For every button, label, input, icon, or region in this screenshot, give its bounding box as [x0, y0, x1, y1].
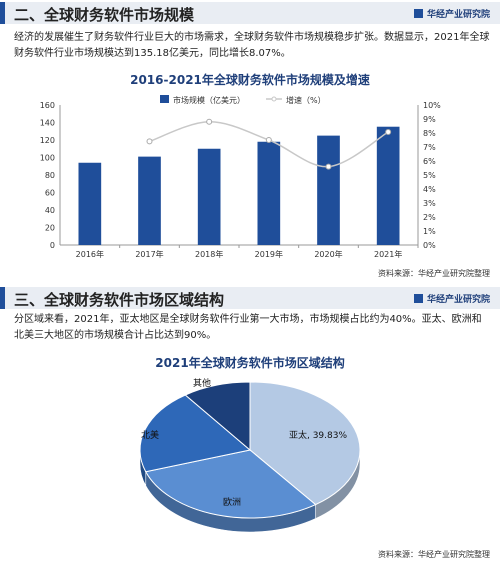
- bar: [138, 156, 161, 245]
- y2-tick-label: 4%: [423, 185, 436, 194]
- y2-tick-label: 0%: [423, 241, 436, 250]
- x-tick-label: 2018年: [195, 249, 223, 259]
- pie-slice-label: 北美: [141, 429, 159, 441]
- y2-tick-label: 8%: [423, 129, 436, 138]
- growth-point: [146, 138, 153, 145]
- header-accent-bar: [0, 287, 5, 309]
- pie-chart-title: 2021年全球财务软件市场区域结构: [155, 355, 344, 370]
- pie-slice: [184, 381, 251, 452]
- y2-tick-label: 9%: [423, 115, 436, 124]
- y2-tick-label: 2%: [423, 213, 436, 222]
- bar: [78, 162, 102, 245]
- section-3-paragraph: 分区域来看，2021年，亚太地区是全球财务软件行业第一大市场，市场规模占比约为4…: [14, 314, 482, 341]
- bar-chart-title: 2016-2021年全球财务软件市场规模及增速: [130, 72, 370, 87]
- brand-logo-icon: [413, 9, 423, 18]
- y2-tick-label: 6%: [423, 157, 436, 166]
- section-3-source: 资料来源：华经产业研究院整理: [378, 550, 490, 559]
- y2-tick-label: 7%: [423, 143, 436, 152]
- y-tick-label: 80: [45, 171, 55, 180]
- legend-line-marker: [271, 96, 277, 102]
- x-tick-label: 2019年: [255, 249, 283, 259]
- y-tick-label: 0: [50, 241, 55, 250]
- y2-tick-label: 10%: [423, 101, 441, 110]
- y-tick-label: 100: [40, 154, 55, 163]
- y-tick-label: 140: [40, 119, 55, 128]
- section-3-title: 三、全球财务软件市场区域结构: [14, 291, 225, 309]
- legend-bar-swatch: [160, 95, 169, 103]
- section-2-title: 二、全球财务软件市场规模: [14, 6, 195, 24]
- header-accent-bar: [0, 2, 5, 24]
- growth-point: [385, 129, 392, 136]
- bar-chart-marks: [78, 118, 400, 245]
- y-tick-label: 60: [45, 189, 55, 198]
- y-tick-label: 40: [45, 206, 55, 215]
- section-3-brand: 华经产业研究院: [413, 292, 490, 305]
- bar: [197, 148, 221, 245]
- pie-slice-label: 欧洲: [223, 496, 241, 508]
- pie-slice-label: 其他: [193, 377, 211, 389]
- growth-point: [325, 163, 332, 170]
- region-structure-chart: 2021年全球财务软件市场区域结构 亚太, 39.83% 欧洲 北美 其他: [139, 355, 361, 533]
- y2-tick-label: 1%: [423, 227, 436, 236]
- x-tick-label: 2020年: [314, 249, 342, 259]
- bar: [376, 126, 400, 245]
- y-tick-label: 160: [40, 101, 55, 110]
- section-2-source: 资料来源：华经产业研究院整理: [378, 269, 490, 278]
- market-size-chart: 2016-2021年全球财务软件市场规模及增速 市场规模（亿美元） 增速（%） 0…: [40, 72, 441, 259]
- y2-tick-label: 5%: [423, 171, 436, 180]
- brand-name: 华经产业研究院: [426, 10, 490, 20]
- pie-slice: [249, 381, 361, 506]
- section-2-brand: 华经产业研究院: [413, 7, 490, 20]
- x-tick-label: 2017年: [135, 249, 163, 259]
- y-tick-label: 20: [45, 224, 55, 233]
- pie-slice: [139, 394, 252, 473]
- bar: [257, 141, 281, 245]
- brand-name: 华经产业研究院: [426, 295, 490, 305]
- pie-slice-label: 亚太, 39.83%: [289, 429, 347, 441]
- x-tick-label: 2016年: [76, 249, 104, 259]
- pie-chart-marks: 亚太, 39.83% 欧洲 北美 其他: [139, 377, 361, 533]
- growth-point: [265, 137, 272, 143]
- section-2-header: 二、全球财务软件市场规模 华经产业研究院: [0, 2, 500, 24]
- brand-logo-icon: [413, 294, 423, 303]
- x-tick-label: 2021年: [374, 249, 402, 259]
- legend-bar-label: 市场规模（亿美元）: [173, 95, 245, 105]
- y2-tick-label: 3%: [423, 199, 436, 208]
- y-tick-label: 120: [40, 136, 55, 145]
- bar-chart-axes: 0 20 40 60 80 100 120 140 160 0% 1% 2% 3% 4% 5% 6% 7% 8% 9…: [40, 101, 441, 259]
- growth-point: [206, 118, 213, 125]
- bar-chart-legend: 市场规模（亿美元） 增速（%）: [160, 95, 326, 105]
- bar: [317, 135, 340, 245]
- section-3-header: 三、全球财务软件市场区域结构 华经产业研究院: [0, 287, 500, 309]
- pie-slice: [144, 449, 317, 519]
- section-2-paragraph: 经济的发展催生了财务软件行业巨大的市场需求，全球财务软件市场规模稳步扩张。数据显…: [14, 32, 490, 59]
- legend-line-label: 增速（%）: [286, 95, 326, 105]
